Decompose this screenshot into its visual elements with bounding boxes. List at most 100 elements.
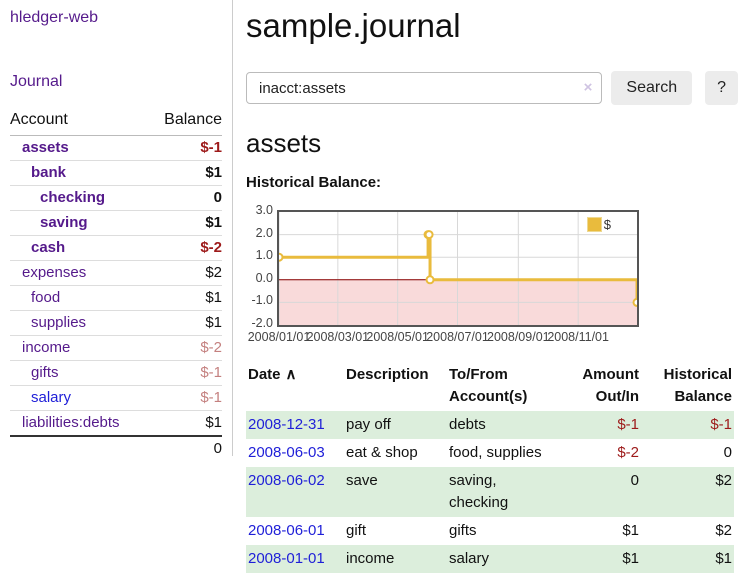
account-row: assets $-1 xyxy=(10,135,222,161)
transaction-amount: $-1 xyxy=(617,416,639,433)
transaction-amount: $1 xyxy=(622,522,639,539)
transaction-accounts: saving, checking xyxy=(449,472,509,511)
account-row: bank $1 xyxy=(10,160,222,186)
transaction-description: gift xyxy=(346,522,367,539)
transaction-date-link[interactable]: 2008-12-31 xyxy=(248,416,325,433)
transaction-date-link[interactable]: 2008-06-02 xyxy=(248,472,325,489)
x-axis-tick-label: 2008/09/01 xyxy=(487,330,550,344)
account-row: salary $-1 xyxy=(10,385,222,411)
account-balance: $-2 xyxy=(148,235,222,261)
y-axis-tick-label: 1.0 xyxy=(255,248,273,263)
account-balance: $-1 xyxy=(148,135,222,161)
x-axis-tick-label: 2008/11/01 xyxy=(547,330,609,344)
main-content: sample.journal × Search ? assets Histori… xyxy=(246,0,738,573)
register-header-description: Description xyxy=(346,366,429,383)
account-link-supplies[interactable]: supplies xyxy=(31,314,87,331)
register-row: 2008-01-01 income salary $1 $1 xyxy=(246,545,734,573)
search-input[interactable] xyxy=(257,74,581,103)
account-balance: $-1 xyxy=(148,360,222,386)
transaction-description: save xyxy=(346,472,378,489)
x-axis-tick-label: 2008/05/01 xyxy=(366,330,429,344)
account-row: cash $-2 xyxy=(10,235,222,261)
transaction-accounts: salary xyxy=(449,550,490,567)
account-row: income $-2 xyxy=(10,335,222,361)
register-row: 2008-06-02 save saving, checking 0 $2 xyxy=(246,467,734,517)
account-balance: 0 xyxy=(148,185,222,211)
transaction-accounts: debts xyxy=(449,416,486,433)
transaction-accounts: gifts xyxy=(449,522,477,539)
chart-svg xyxy=(279,212,637,325)
account-row: liabilities:debts $1 xyxy=(10,410,222,437)
balance-chart: $ 3.0 2.0 1.0 0.0 -1.0 -2.0 2008/01/01 2008/03/… xyxy=(246,202,738,347)
account-link-assets[interactable]: assets xyxy=(22,139,69,156)
transaction-description: income xyxy=(346,550,395,567)
transaction-date-link[interactable]: 2008-06-03 xyxy=(248,444,325,461)
y-axis-tick-label: -2.0 xyxy=(251,316,273,330)
account-row: gifts $-1 xyxy=(10,360,222,386)
chart-heading: Historical Balance: xyxy=(246,174,382,191)
search-help-button[interactable]: ? xyxy=(705,70,738,105)
clear-search-icon[interactable]: × xyxy=(583,78,593,96)
transaction-description: pay off xyxy=(346,416,391,433)
app-title-link[interactable]: hledger-web xyxy=(10,9,99,26)
accounts-table: Account Balance assets $-1 bank $1 checkin… xyxy=(10,107,222,461)
y-axis-tick-label: 2.0 xyxy=(255,225,273,240)
transaction-date-link[interactable]: 2008-06-01 xyxy=(248,522,325,539)
transaction-amount: 0 xyxy=(630,472,639,489)
x-axis-tick-label: 2008/07/01 xyxy=(426,330,489,344)
legend-label: $ xyxy=(603,217,611,232)
register-header-balance: Historical Balance xyxy=(663,366,732,405)
register-table: Date ∧ Description To/From Account(s) Amou… xyxy=(246,361,734,573)
x-axis-tick-label: 2008/01/01 xyxy=(247,330,311,344)
sidebar-item-journal[interactable]: Journal xyxy=(10,73,63,90)
account-balance: $1 xyxy=(148,160,222,186)
transaction-balance: 0 xyxy=(723,444,732,461)
y-axis-tick-label: 3.0 xyxy=(255,203,273,217)
account-link-checking[interactable]: checking xyxy=(40,189,106,206)
account-link-cash[interactable]: cash xyxy=(31,239,66,256)
account-link-saving[interactable]: saving xyxy=(40,214,88,231)
account-link-income[interactable]: income xyxy=(22,339,71,356)
accounts-total-row: 0 xyxy=(10,435,222,461)
transaction-balance: $1 xyxy=(715,550,732,567)
x-axis-tick-label: 2008/03/01 xyxy=(306,330,370,344)
account-balance: $2 xyxy=(148,260,222,286)
page-title: sample.journal xyxy=(246,7,461,44)
account-balance: $-1 xyxy=(148,385,222,411)
chart-plot-area: $ xyxy=(277,210,639,327)
search-form: × Search ? xyxy=(246,70,738,105)
register-row: 2008-12-31 pay off debts $-1 $-1 xyxy=(246,411,734,439)
transaction-amount: $1 xyxy=(622,550,639,567)
account-row: saving $1 xyxy=(10,210,222,236)
account-link-liabilities-debts[interactable]: liabilities:debts xyxy=(22,414,120,431)
search-button[interactable]: Search xyxy=(611,70,693,105)
search-box: × xyxy=(246,71,603,104)
account-link-expenses[interactable]: expenses xyxy=(22,264,87,281)
account-link-food[interactable]: food xyxy=(31,289,61,306)
accounts-header-account: Account xyxy=(10,107,149,136)
transaction-amount: $-2 xyxy=(617,444,639,461)
transaction-accounts: food, supplies xyxy=(449,444,542,461)
account-balance: $-2 xyxy=(148,335,222,361)
account-balance: $1 xyxy=(148,210,222,236)
legend-swatch-icon xyxy=(586,217,602,232)
account-row: supplies $1 xyxy=(10,310,222,336)
sidebar: hledger-web Journal Account Balance asse… xyxy=(0,0,233,461)
register-row: 2008-06-03 eat & shop food, supplies $-2… xyxy=(246,439,734,467)
account-row: food $1 xyxy=(10,285,222,311)
account-link-bank[interactable]: bank xyxy=(31,164,67,181)
accounts-header-balance: Balance xyxy=(148,107,222,136)
register-header-accounts: To/From Account(s) xyxy=(449,366,528,405)
account-row: expenses $2 xyxy=(10,260,222,286)
account-balance: $1 xyxy=(148,410,222,437)
register-header-date[interactable]: Date ∧ xyxy=(248,366,297,383)
account-balance: $1 xyxy=(148,310,222,336)
register-row: 2008-06-01 gift gifts $1 $2 xyxy=(246,517,734,545)
account-link-salary[interactable]: salary xyxy=(31,389,72,406)
account-row: checking 0 xyxy=(10,185,222,211)
transaction-date-link[interactable]: 2008-01-01 xyxy=(248,550,325,567)
account-link-gifts[interactable]: gifts xyxy=(31,364,59,381)
transaction-balance: $2 xyxy=(715,472,732,489)
chart-legend: $ xyxy=(584,216,613,233)
sort-ascending-icon: ∧ xyxy=(285,366,297,383)
